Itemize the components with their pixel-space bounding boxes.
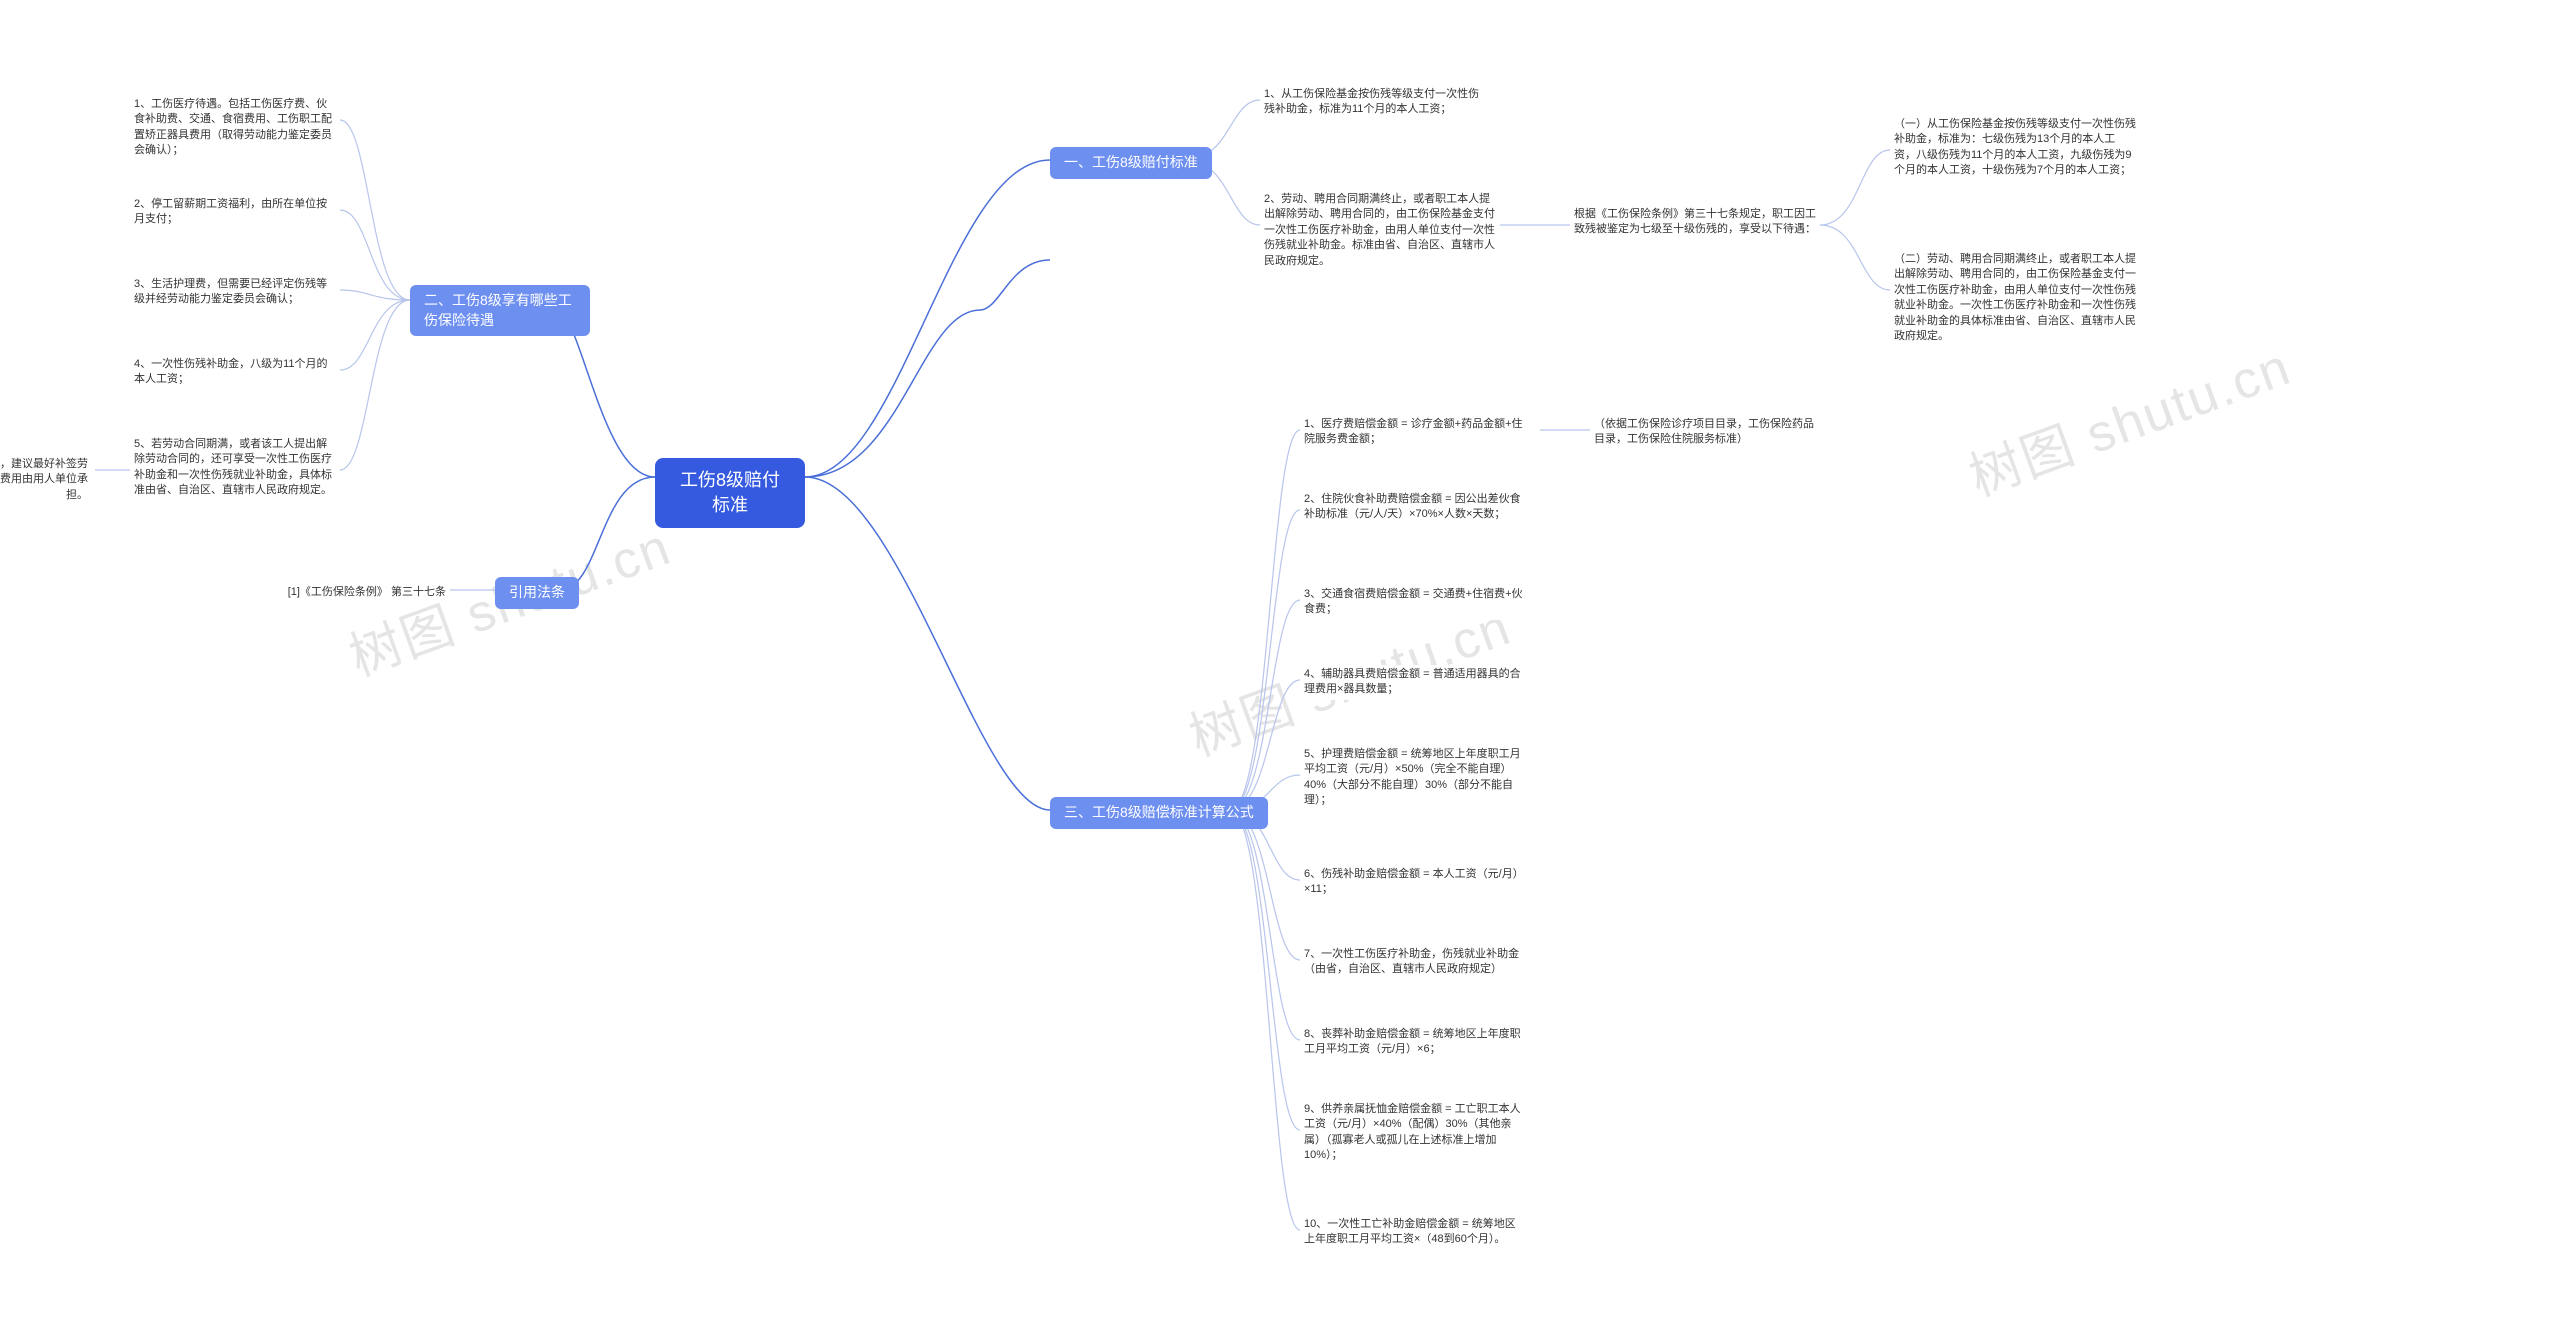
- b3-c1: 1、医疗费赔偿金额 = 诊疗金额+药品金额+住院服务费金额；: [1300, 415, 1530, 450]
- b2-c5-note: 由于没有签订劳动合同，建议最好补签劳动合同，不然上述全部费用由用人单位承担。: [0, 455, 92, 505]
- b1-c2-n2: （二）劳动、聘用合同期满终止，或者职工本人提出解除劳动、聘用合同的，由工伤保险基…: [1890, 250, 2150, 346]
- branch-2[interactable]: 二、工伤8级享有哪些工伤保险待遇: [410, 285, 590, 336]
- b3-c2: 2、住院伙食补助费赔偿金额 = 因公出差伙食补助标准（元/人/天）×70%×人数…: [1300, 490, 1530, 525]
- watermark: 树图 shutu.cn: [1957, 325, 2299, 511]
- b2-c3: 3、生活护理费，但需要已经评定伤残等级并经劳动能力鉴定委员会确认；: [130, 275, 340, 310]
- b3-c4: 4、辅助器具费赔偿金额 = 普通适用器具的合理费用×器具数量；: [1300, 665, 1530, 700]
- mindmap-canvas: 树图 shutu.cn 树图 shutu.cn 树图 shutu.cn: [0, 0, 2560, 1323]
- b3-c6: 6、伤残补助金赔偿金额 = 本人工资（元/月）×11；: [1300, 865, 1530, 900]
- b2-c4: 4、一次性伤残补助金，八级为11个月的本人工资；: [130, 355, 340, 390]
- b3-c10: 10、一次性工亡补助金赔偿金额 = 统筹地区上年度职工月平均工资×（48到60个…: [1300, 1215, 1530, 1250]
- b1-c2-n1: （一）从工伤保险基金按伤残等级支付一次性伤残补助金，标准为：七级伤残为13个月的…: [1890, 115, 2140, 181]
- branch-3[interactable]: 三、工伤8级赔偿标准计算公式: [1050, 797, 1268, 829]
- branch-1[interactable]: 一、工伤8级赔付标准: [1050, 147, 1212, 179]
- b3-c5: 5、护理费赔偿金额 = 统筹地区上年度职工月平均工资（元/月）×50%（完全不能…: [1300, 745, 1530, 811]
- b3-c9: 9、供养亲属抚恤金赔偿金额 = 工亡职工本人工资（元/月）×40%（配偶）30%…: [1300, 1100, 1530, 1166]
- b3-c8: 8、丧葬补助金赔偿金额 = 统筹地区上年度职工月平均工资（元/月）×6；: [1300, 1025, 1530, 1060]
- b3-c1-note: （依据工伤保险诊疗项目目录，工伤保险药品目录，工伤保险住院服务标准）: [1590, 415, 1820, 450]
- b1-c1: 1、从工伤保险基金按伤残等级支付一次性伤残补助金，标准为11个月的本人工资；: [1260, 85, 1490, 120]
- b2-c2: 2、停工留薪期工资福利，由所在单位按月支付；: [130, 195, 340, 230]
- b3-c7: 7、一次性工伤医疗补助金，伤残就业补助金（由省，自治区、直辖市人民政府规定）: [1300, 945, 1530, 980]
- b1-c2-note: 根据《工伤保险条例》第三十七条规定，职工因工致残被鉴定为七级至十级伤残的，享受以…: [1570, 205, 1820, 240]
- branch-4[interactable]: 引用法条: [495, 577, 579, 609]
- b2-c5: 5、若劳动合同期满，或者该工人提出解除劳动合同的，还可享受一次性工伤医疗补助金和…: [130, 435, 340, 501]
- b2-c1: 1、工伤医疗待遇。包括工伤医疗费、伙食补助费、交通、食宿费用、工伤职工配置矫正器…: [130, 95, 340, 161]
- b1-c2: 2、劳动、聘用合同期满终止，或者职工本人提出解除劳动、聘用合同的，由工伤保险基金…: [1260, 190, 1500, 271]
- b4-c1: [1]《工伤保险条例》 第三十七条: [280, 583, 450, 602]
- b3-c3: 3、交通食宿费赔偿金额 = 交通费+住宿费+伙食费；: [1300, 585, 1530, 620]
- root-node[interactable]: 工伤8级赔付标准: [655, 458, 805, 528]
